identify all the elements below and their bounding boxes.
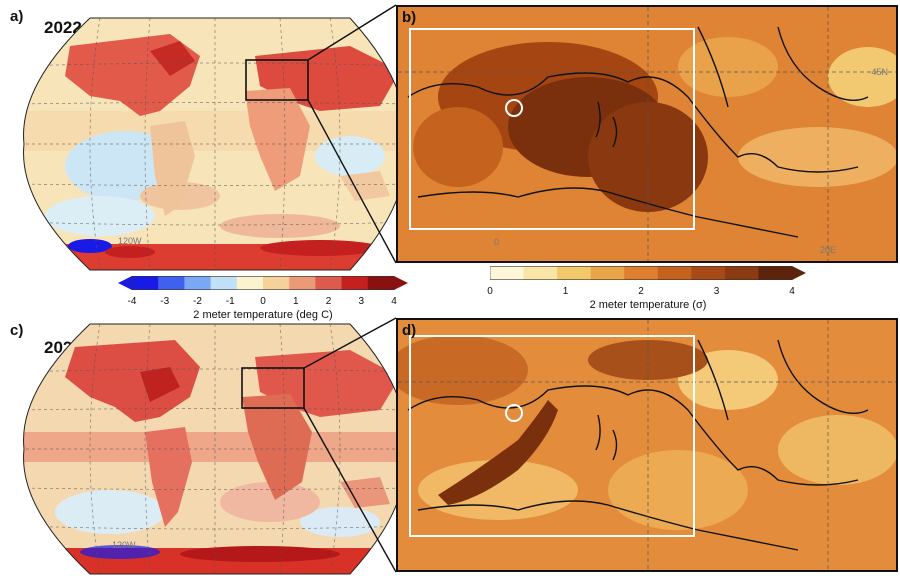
colorbar-regional-tick: 3: [713, 286, 720, 297]
colorbar-global-swatch: [132, 276, 159, 290]
location-marker-2023: [505, 404, 523, 422]
colorbar-regional: 0 1 2 3 4 2 meter temperature (σ): [487, 266, 806, 311]
colorbar-regional-swatch: [557, 266, 592, 280]
colorbar-global-swatch: [184, 276, 212, 290]
colorbar-regional-swatch: [590, 266, 625, 280]
colorbar-global-swatch: [367, 276, 395, 290]
colorbar-global-swatch: [315, 276, 343, 290]
panel-c-letter: c): [10, 322, 24, 339]
location-marker-2022: [505, 99, 523, 117]
colorbar-global-tick: -4: [127, 296, 137, 307]
colorbar-global-tick: 3: [358, 296, 365, 307]
colorbar-global-bar: [118, 276, 408, 290]
regional-map-2022: b) 45N 20E 0: [396, 5, 898, 263]
colorbar-global-swatch: [289, 276, 316, 290]
colorbar-global-swatch: [158, 276, 185, 290]
colorbar-global-tick: -1: [225, 296, 235, 307]
panel-d-letter: d): [402, 322, 417, 339]
colorbar-global-swatch: [210, 276, 238, 290]
panel-b-letter: b): [402, 9, 417, 26]
colorbar-regional-tick: 2: [638, 286, 644, 297]
colorbar-regional-swatch: [758, 266, 793, 280]
panel-a-letter: a): [10, 8, 24, 25]
colorbar-global-tick: 0: [260, 296, 266, 307]
panel-a-lon-label: 120W: [118, 236, 142, 246]
colorbar-regional-tick: 1: [562, 286, 569, 297]
colorbar-regional-swatch: [523, 266, 558, 280]
colorbar-global-swatch: [236, 276, 264, 290]
colorbar-regional-swatch: [624, 266, 659, 280]
colorbar-regional-swatch: [724, 266, 759, 280]
panel-b-lat-label: 45N: [871, 67, 888, 77]
colorbar-regional-bar: [489, 266, 806, 280]
colorbar-global-tick: 2: [325, 296, 332, 307]
global-map-2023: [20, 322, 410, 576]
panel-b-lon-label: 20E: [819, 245, 836, 255]
panel-b-lon-label-west: 0: [494, 237, 500, 247]
colorbar-regional-swatch: [657, 266, 692, 280]
colorbar-global-tick: -3: [160, 296, 170, 307]
colorbar-global-tick: 4: [391, 296, 397, 307]
colorbar-regional-tick: 0: [487, 286, 493, 297]
regional-map-2023: d): [396, 318, 898, 572]
colorbar-global-title: 2 meter temperature (deg C): [193, 309, 333, 321]
colorbar-regional-tick: 4: [789, 286, 795, 297]
colorbar-global-tick: -2: [193, 296, 202, 307]
colorbar-global-swatch: [341, 276, 369, 290]
colorbar-regional-swatch: [490, 266, 525, 280]
global-map-2022: [20, 16, 410, 272]
panel-c-lon-label: 120W: [112, 540, 136, 550]
colorbar-global: -4 -3 -2 -1 0 1 2 3 4 2 meter temperature (deg C…: [118, 276, 408, 321]
colorbar-global-tick: 1: [292, 296, 299, 307]
colorbar-regional-title: 2 meter temperature (σ): [589, 299, 707, 311]
colorbar-regional-swatch: [691, 266, 726, 280]
colorbar-global-swatch: [263, 276, 290, 290]
panel-a-year: 2022: [44, 18, 82, 37]
